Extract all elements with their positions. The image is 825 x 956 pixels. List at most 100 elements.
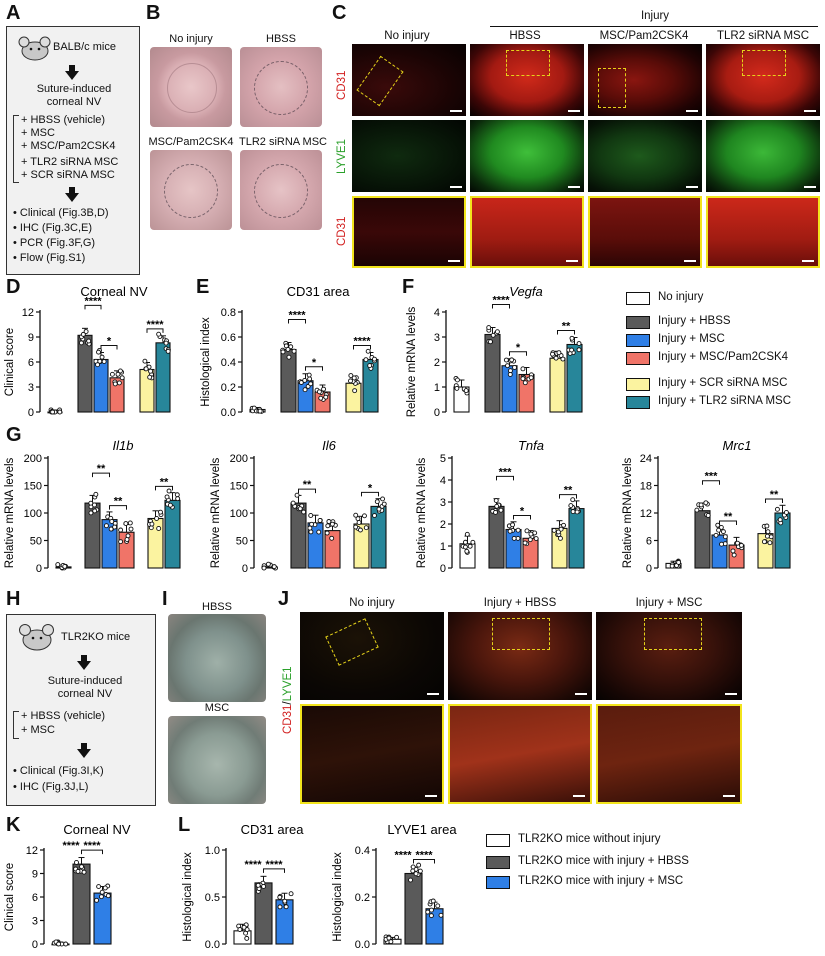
flowchart-h: TLR2KO mice Suture-induced corneal NV + … — [6, 614, 156, 806]
data-point — [81, 869, 87, 875]
significance-label: **** — [415, 850, 433, 862]
y-axis-label: Relative mRNA levels — [210, 457, 222, 568]
y-tick-label: 24 — [640, 453, 652, 465]
data-point — [154, 516, 160, 521]
bar — [109, 377, 125, 413]
significance-bracket — [84, 304, 102, 310]
significance-label: **** — [288, 310, 306, 322]
data-point — [79, 864, 85, 870]
y-tick-label: 0 — [32, 939, 38, 951]
significance-bracket — [146, 328, 164, 333]
mouse-icon — [19, 624, 54, 651]
significance-label: ** — [562, 321, 571, 333]
group-3: + MSC/Pam2CSK4 — [21, 140, 116, 152]
y-tick-label: 9 — [28, 332, 34, 344]
significance-bracket — [765, 498, 783, 503]
data-point — [78, 340, 84, 346]
panel-label-l: L — [178, 814, 191, 836]
micrograph-cd31-zoom-hbss — [470, 196, 584, 268]
assay-3: • PCR (Fig.3F,G) — [13, 237, 96, 249]
data-point — [568, 503, 574, 509]
mouse-icon — [18, 36, 51, 61]
assay-4: • Flow (Fig.S1) — [13, 252, 86, 264]
y-tick-label: 3 — [32, 916, 38, 928]
data-point — [720, 529, 726, 535]
data-point — [280, 349, 286, 355]
data-point — [557, 535, 563, 541]
y-tick-label: 3 — [440, 497, 446, 509]
significance-bracket — [298, 488, 316, 494]
data-point — [282, 898, 288, 904]
significance-label: ** — [724, 511, 733, 523]
data-point — [237, 927, 243, 932]
bar — [568, 508, 585, 569]
legend-label-4: Injury + SCR siRNA MSC — [658, 377, 788, 389]
y-axis-label: Relative mRNA levels — [406, 306, 418, 417]
data-point — [308, 513, 314, 518]
data-point — [56, 941, 62, 947]
micrograph-tlr2ko-hbss — [448, 612, 592, 700]
y-axis-label: Clinical score — [4, 328, 16, 396]
significance-bracket — [719, 520, 737, 525]
data-point — [62, 563, 68, 569]
data-point — [158, 509, 163, 515]
data-point — [764, 533, 770, 539]
data-point — [127, 520, 133, 526]
data-point — [294, 492, 300, 498]
significance-label: ** — [160, 476, 169, 488]
panel-label-k: K — [6, 814, 21, 836]
data-point — [86, 338, 92, 344]
chart-title: Mrc1 — [723, 438, 752, 453]
data-point — [703, 500, 709, 506]
data-point — [55, 562, 61, 568]
significance-bracket — [100, 345, 118, 350]
data-point — [533, 536, 539, 542]
panel-label-b: B — [146, 2, 161, 24]
data-point — [558, 526, 564, 532]
data-point — [348, 378, 353, 384]
bar — [404, 872, 423, 945]
data-point — [363, 357, 369, 363]
group-2: + MSC — [21, 724, 55, 736]
data-point — [731, 552, 737, 558]
data-point — [719, 541, 724, 547]
data-point — [92, 502, 97, 508]
data-point — [125, 533, 131, 539]
data-point — [376, 506, 382, 512]
data-point — [156, 331, 162, 337]
y-tick-label: 0.2 — [355, 892, 370, 904]
data-point — [261, 565, 267, 571]
mouse-strain: TLR2KO mice — [61, 631, 131, 643]
data-point — [464, 548, 470, 554]
y-tick-label: 50 — [30, 536, 42, 548]
group-5: + SCR siRNA MSC — [21, 169, 115, 181]
data-point — [576, 347, 582, 353]
significance-label: **** — [83, 840, 101, 852]
data-point — [783, 509, 789, 515]
group-4: + TLR2 siRNA MSC — [21, 156, 119, 168]
data-point — [429, 907, 434, 913]
data-point — [428, 913, 434, 919]
chart-title: LYVE1 area — [387, 822, 457, 837]
data-point — [435, 903, 441, 909]
y-tick-label: 9 — [32, 869, 38, 881]
y-tick-label: 4 — [440, 475, 446, 487]
data-point — [257, 408, 263, 414]
data-point — [271, 564, 277, 570]
data-point — [486, 325, 492, 331]
data-point — [520, 366, 526, 372]
data-point — [307, 376, 313, 382]
panel-label-d: D — [6, 276, 21, 298]
data-point — [730, 548, 736, 554]
data-point — [676, 559, 682, 565]
data-point — [716, 527, 722, 533]
data-point — [283, 904, 289, 910]
data-point — [326, 519, 332, 524]
col-tlr2-sirna-msc: TLR2 siRNA MSC — [716, 30, 810, 42]
data-point — [509, 357, 515, 363]
data-point — [550, 351, 555, 357]
data-point — [556, 350, 562, 356]
micrograph-cd31-tlr2-sirna — [706, 44, 820, 116]
y-tick-label: 6 — [32, 892, 38, 904]
